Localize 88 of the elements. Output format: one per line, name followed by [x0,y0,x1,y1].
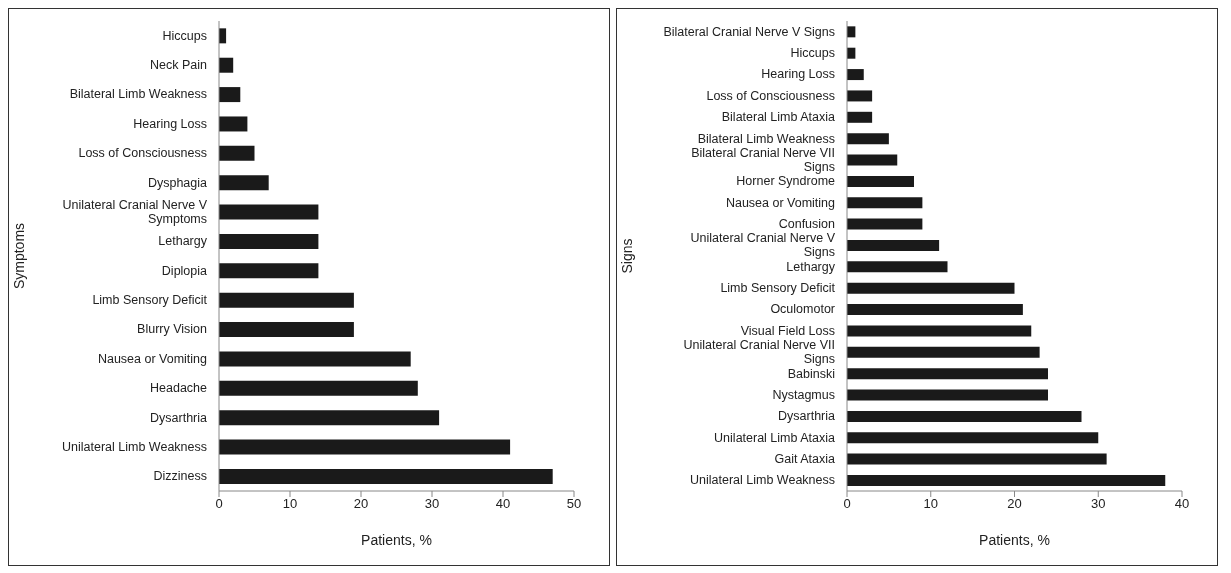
bar [847,175,914,187]
x-tick-label: 50 [566,496,582,512]
y-tick-label: Dysarthria [778,409,836,424]
bar [847,111,873,123]
x-tick-label: 20 [1007,496,1022,512]
bar [847,410,1082,422]
bar [219,410,440,426]
bar [219,468,553,484]
bar [847,90,873,102]
x-tick-label: 40 [495,496,511,512]
x-tick-label: 0 [215,496,223,512]
bar [847,197,923,209]
y-tick-label: Unilateral Cranial Nerve V Symptoms [62,197,208,226]
bar [219,292,354,308]
y-tick-label: Limb Sensory Deficit [720,281,836,296]
y-tick-label: Hiccups [162,28,207,43]
bar [847,282,1015,294]
y-tick-label: Lethargy [786,259,836,274]
y-tick-label: Unilateral Cranial Nerve VII Signs [683,338,835,367]
bar [219,380,418,396]
bar [847,261,948,273]
x-tick-label: 20 [353,496,369,512]
x-tick-label: 40 [1174,496,1190,512]
y-tick-label: Loss of Consciousness [78,146,207,161]
y-tick-label: Gait Ataxia [774,451,836,466]
x-tick-label: 10 [923,496,938,512]
bar [847,368,1048,380]
y-tick-label: Nausea or Vomiting [725,195,836,210]
y-tick-label: Babinski [787,366,835,381]
x-tick-label: 10 [282,496,298,512]
y-tick-label: Oculomotor [770,302,835,317]
bar [847,133,889,145]
bar [847,154,898,166]
bar [219,87,241,103]
y-tick-label: Headache [150,381,208,396]
y-tick-label: Nystagmus [772,387,835,402]
y-tick-label: Horner Syndrome [736,174,836,189]
y-tick-label: Hearing Loss [761,67,835,82]
bar [847,69,864,81]
y-tick-label: Bilateral Cranial Nerve VII Signs [691,145,835,174]
y-tick-label: Limb Sensory Deficit [92,293,208,308]
bar [219,145,255,161]
bar [219,116,248,132]
bar [847,474,1166,486]
y-tick-label: Bilateral Limb Weakness [69,87,207,102]
bar [219,175,269,191]
bar [219,322,354,338]
y-tick-label: Neck Pain [150,58,208,73]
bar [219,57,234,73]
y-tick-label: Hearing Loss [133,116,207,131]
y-tick-label: Loss of Consciousness [706,88,835,103]
x-axis-title: Patients, % [979,532,1050,548]
y-tick-label: Nausea or Vomiting [97,351,208,366]
y-axis-title: Signs [618,238,635,274]
bar [847,325,1032,337]
y-tick-label: Hiccups [790,46,835,61]
y-tick-label: Dysphagia [147,175,208,190]
bar [847,346,1040,358]
x-tick-label: 30 [424,496,440,512]
x-tick-label: 30 [1091,496,1106,512]
y-tick-label: Unilateral Limb Ataxia [714,430,836,445]
bar [847,432,1099,444]
y-tick-label: Diplopia [161,263,208,278]
y-axis-title: Symptoms [10,222,27,290]
bar [219,204,319,220]
bar [847,239,940,251]
y-tick-label: Unilateral Limb Weakness [690,473,835,488]
bar [847,389,1048,401]
y-tick-label: Unilateral Cranial Nerve V Signs [690,231,836,260]
y-tick-label: Bilateral Cranial Nerve V Signs [663,24,835,39]
bar [847,218,923,230]
bar [219,351,411,367]
y-tick-label: Visual Field Loss [740,323,835,338]
y-tick-label: Dizziness [153,469,207,484]
y-tick-label: Unilateral Limb Weakness [62,439,207,454]
y-tick-label: Confusion [778,216,836,231]
y-tick-label: Bilateral Limb Ataxia [721,110,836,125]
y-tick-label: Bilateral Limb Weakness [697,131,835,146]
y-tick-label: Lethargy [158,234,208,249]
x-axis-title: Patients, % [361,532,432,548]
y-tick-label: Dysarthria [150,410,208,425]
x-tick-label: 0 [843,496,851,512]
y-tick-label: Blurry Vision [137,322,208,337]
bar [847,453,1107,465]
bar [219,263,319,279]
bar [219,439,511,455]
bar [847,304,1023,316]
bar [219,233,319,249]
